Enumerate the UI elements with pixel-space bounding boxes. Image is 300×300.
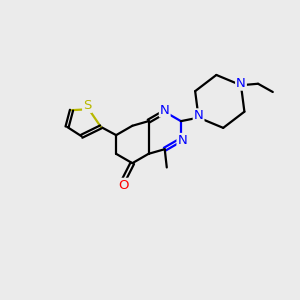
Text: N: N — [194, 109, 203, 122]
Text: N: N — [236, 77, 246, 90]
Text: N: N — [178, 134, 187, 147]
Text: O: O — [118, 179, 128, 192]
Text: N: N — [160, 103, 169, 116]
Text: S: S — [83, 99, 92, 112]
